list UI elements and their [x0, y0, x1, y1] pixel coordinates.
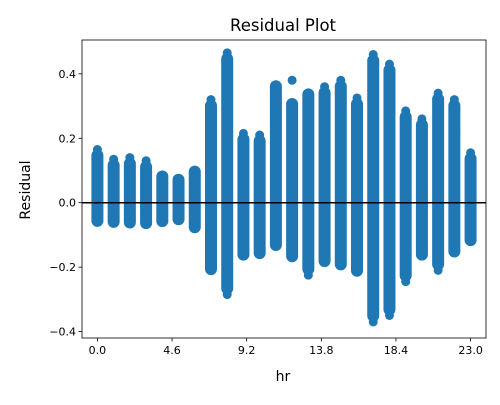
residual-point: [206, 95, 216, 105]
residual-cluster-hr-0: [91, 149, 104, 227]
residual-cluster-hr-15: [334, 80, 347, 271]
residual-cluster-hr-19: [399, 110, 412, 282]
residual-cluster-hr-1: [107, 159, 120, 228]
residual-point: [109, 154, 119, 164]
residual-point: [222, 59, 232, 69]
residual-point: [287, 75, 297, 85]
residual-cluster-hr-14: [318, 86, 331, 268]
x-tick-label: 13.8: [309, 344, 334, 357]
y-axis: −0.4 −0.2 0.0 0.2 0.4: [49, 68, 82, 339]
residual-cluster-hr-21: [432, 93, 445, 271]
chart-title: Residual Plot: [230, 16, 337, 35]
residual-cluster-hr-22: [448, 99, 461, 258]
residual-cluster-hr-13: [302, 88, 315, 276]
x-axis: 0.0 4.6 9.2 13.8 18.4 23.0: [89, 338, 483, 357]
residual-cluster-hr-12: [286, 97, 299, 263]
residual-point: [417, 114, 427, 124]
y-tick-label: 0.4: [59, 68, 77, 81]
y-tick-label: −0.4: [49, 326, 76, 339]
residual-cluster-hr-23: [464, 152, 477, 247]
residual-point: [433, 88, 443, 98]
residual-cluster-hr-20: [415, 118, 428, 261]
residual-point: [222, 290, 232, 300]
residual-cluster-hr-6: [188, 165, 201, 234]
residual-point: [303, 270, 313, 280]
residual-point: [320, 82, 330, 92]
plot-area: [81, 39, 487, 339]
x-tick-label: 0.0: [89, 344, 107, 357]
residual-point: [384, 59, 394, 69]
residual-point: [271, 95, 281, 105]
residual-point: [368, 317, 378, 327]
residual-cluster-hr-3: [140, 160, 153, 230]
x-tick-label: 18.4: [384, 344, 409, 357]
y-tick-label: 0.0: [59, 197, 77, 210]
residual-cluster-hr-4: [156, 170, 169, 228]
residual-point: [401, 106, 411, 116]
residual-point: [401, 277, 411, 287]
y-tick-label: −0.2: [49, 261, 76, 274]
residual-point: [449, 95, 459, 105]
residual-cluster-hr-2: [123, 157, 136, 229]
residual-cluster-hr-11: [269, 80, 282, 252]
residual-cluster-hr-18: [383, 64, 396, 316]
residual-point: [384, 310, 394, 320]
residual-point: [352, 93, 362, 103]
residual-cluster-hr-9: [237, 133, 250, 261]
x-tick-label: 4.6: [163, 344, 181, 357]
residual-point: [336, 75, 346, 85]
residual-point: [255, 130, 265, 140]
y-axis-label: Residual: [18, 160, 34, 219]
residual-cluster-hr-17: [367, 54, 380, 322]
residual-point: [433, 265, 443, 275]
residual-cluster-hr-10: [253, 135, 266, 260]
residual-point: [125, 153, 135, 163]
residual-point: [368, 49, 378, 59]
x-tick-label: 9.2: [238, 344, 256, 357]
residual-cluster-hr-7: [204, 99, 217, 276]
y-tick-label: 0.2: [59, 132, 77, 145]
residual-cluster-hr-8: [221, 52, 234, 295]
x-tick-label: 23.0: [458, 344, 483, 357]
residual-cluster-hr-16: [351, 97, 364, 277]
residual-point: [141, 156, 151, 166]
x-axis-label: hr: [276, 369, 291, 385]
residual-cluster-hr-5: [172, 173, 185, 226]
residual-point: [238, 128, 248, 138]
residual-point: [92, 145, 102, 155]
residual-point: [449, 124, 459, 134]
residual-point: [222, 48, 232, 58]
axes-frame: [81, 39, 487, 339]
residual-point: [466, 148, 476, 158]
